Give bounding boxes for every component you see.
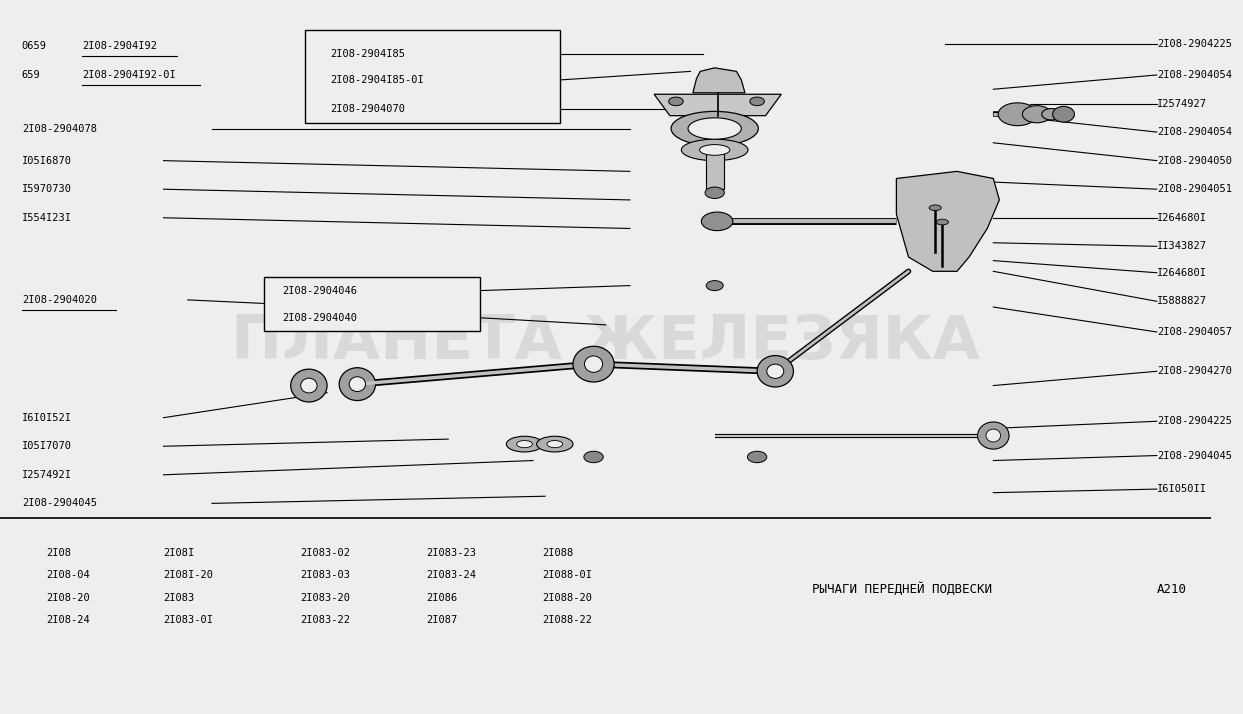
Text: II343827: II343827 xyxy=(1157,241,1207,251)
Text: I5970730: I5970730 xyxy=(22,184,72,194)
Text: 2I088-20: 2I088-20 xyxy=(543,593,593,603)
Text: 2I088-0I: 2I088-0I xyxy=(543,570,593,580)
Text: I554I23I: I554I23I xyxy=(22,213,72,223)
Text: 2I083-24: 2I083-24 xyxy=(426,570,476,580)
Ellipse shape xyxy=(349,377,365,391)
Ellipse shape xyxy=(671,111,758,146)
Ellipse shape xyxy=(767,364,784,378)
Ellipse shape xyxy=(584,356,603,373)
Text: 659: 659 xyxy=(22,70,41,80)
Text: I5888827: I5888827 xyxy=(1157,296,1207,306)
Ellipse shape xyxy=(584,451,603,463)
Ellipse shape xyxy=(573,346,614,382)
Text: I6I050II: I6I050II xyxy=(1157,484,1207,494)
Text: 2I08-2904057: 2I08-2904057 xyxy=(1157,327,1232,337)
Text: 2I08-2904020: 2I08-2904020 xyxy=(22,295,97,305)
Ellipse shape xyxy=(339,368,375,401)
Text: 2I083-23: 2I083-23 xyxy=(426,548,476,558)
Ellipse shape xyxy=(750,97,764,106)
Text: ПЛАНЕТА ЖЕЛЕЗЯКА: ПЛАНЕТА ЖЕЛЕЗЯКА xyxy=(231,313,981,372)
Polygon shape xyxy=(896,171,999,271)
Ellipse shape xyxy=(669,97,684,106)
Text: 2I083-02: 2I083-02 xyxy=(301,548,351,558)
Ellipse shape xyxy=(1042,109,1062,120)
Text: РЫЧАГИ ПЕРЕДНЕЙ ПОДВЕСКИ: РЫЧАГИ ПЕРЕДНЕЙ ПОДВЕСКИ xyxy=(813,583,992,595)
Text: 2I08-2904040: 2I08-2904040 xyxy=(282,313,357,323)
Ellipse shape xyxy=(929,205,941,211)
FancyBboxPatch shape xyxy=(706,148,725,189)
Text: 2I086: 2I086 xyxy=(426,593,457,603)
Text: 2I08-20: 2I08-20 xyxy=(46,593,89,603)
Text: I257492I: I257492I xyxy=(22,470,72,480)
Text: 0659: 0659 xyxy=(22,41,47,51)
Ellipse shape xyxy=(1023,106,1052,123)
Text: 2I08I-20: 2I08I-20 xyxy=(164,570,214,580)
Text: 2I08-2904I92: 2I08-2904I92 xyxy=(82,41,158,51)
Text: 2I088-22: 2I088-22 xyxy=(543,615,593,625)
Text: 2I083-0I: 2I083-0I xyxy=(164,615,214,625)
Text: 2I08-2904I85-0I: 2I08-2904I85-0I xyxy=(331,75,424,85)
Ellipse shape xyxy=(700,144,730,156)
Text: 2I08-2904070: 2I08-2904070 xyxy=(331,104,405,114)
Text: 2I088: 2I088 xyxy=(543,548,574,558)
FancyBboxPatch shape xyxy=(306,30,559,123)
Ellipse shape xyxy=(301,378,317,393)
Text: 2I08-2904051: 2I08-2904051 xyxy=(1157,184,1232,194)
Text: 2I08-2904045: 2I08-2904045 xyxy=(22,498,97,508)
Ellipse shape xyxy=(757,356,793,387)
Text: 2I08-2904I92-0I: 2I08-2904I92-0I xyxy=(82,70,177,80)
Text: 2I08-2904045: 2I08-2904045 xyxy=(1157,451,1232,461)
Text: 2I083-22: 2I083-22 xyxy=(301,615,351,625)
Text: 2I087: 2I087 xyxy=(426,615,457,625)
Text: 2I08-2904050: 2I08-2904050 xyxy=(1157,156,1232,166)
Text: 2I08: 2I08 xyxy=(46,548,71,558)
Text: 2I083-03: 2I083-03 xyxy=(301,570,351,580)
Ellipse shape xyxy=(517,441,532,448)
Ellipse shape xyxy=(547,441,563,448)
Ellipse shape xyxy=(998,103,1037,126)
Ellipse shape xyxy=(681,139,748,161)
Text: I264680I: I264680I xyxy=(1157,268,1207,278)
Text: 2I08-2904I85: 2I08-2904I85 xyxy=(331,49,405,59)
Text: I2574927: I2574927 xyxy=(1157,99,1207,109)
Text: А210: А210 xyxy=(1157,583,1187,595)
Text: 2I083-20: 2I083-20 xyxy=(301,593,351,603)
Ellipse shape xyxy=(977,422,1009,449)
Polygon shape xyxy=(692,68,745,93)
Ellipse shape xyxy=(1053,106,1074,122)
Ellipse shape xyxy=(291,369,327,402)
FancyBboxPatch shape xyxy=(264,277,480,331)
Text: I05I6870: I05I6870 xyxy=(22,156,72,166)
Text: 2I08-04: 2I08-04 xyxy=(46,570,89,580)
Text: 2I08-2904046: 2I08-2904046 xyxy=(282,286,357,296)
Text: I05I7070: I05I7070 xyxy=(22,441,72,451)
Text: 2I083: 2I083 xyxy=(164,593,195,603)
Text: 2I08-2904270: 2I08-2904270 xyxy=(1157,366,1232,376)
Text: I6I0I52I: I6I0I52I xyxy=(22,413,72,423)
Ellipse shape xyxy=(705,187,725,198)
Ellipse shape xyxy=(747,451,767,463)
Text: 2I08-2904225: 2I08-2904225 xyxy=(1157,416,1232,426)
Ellipse shape xyxy=(689,118,741,139)
Text: 2I08-2904054: 2I08-2904054 xyxy=(1157,127,1232,137)
Text: 2I08-24: 2I08-24 xyxy=(46,615,89,625)
Text: 2I08-2904078: 2I08-2904078 xyxy=(22,124,97,134)
Text: 2I08-2904054: 2I08-2904054 xyxy=(1157,70,1232,80)
Polygon shape xyxy=(654,94,782,116)
Ellipse shape xyxy=(537,436,573,452)
Ellipse shape xyxy=(936,219,948,225)
Text: 2I08-2904225: 2I08-2904225 xyxy=(1157,39,1232,49)
Ellipse shape xyxy=(706,281,723,291)
Ellipse shape xyxy=(986,429,1001,442)
Text: I264680I: I264680I xyxy=(1157,213,1207,223)
Ellipse shape xyxy=(506,436,543,452)
Text: 2I08I: 2I08I xyxy=(164,548,195,558)
Ellipse shape xyxy=(701,212,733,231)
